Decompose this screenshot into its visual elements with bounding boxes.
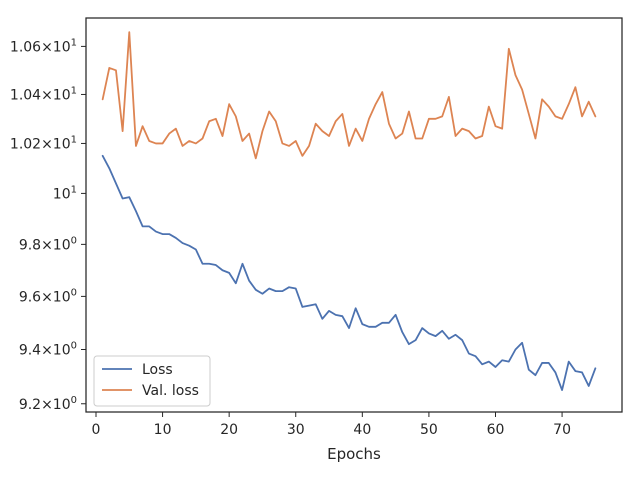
- x-tick-label: 10: [154, 422, 172, 438]
- series-lines: [101, 31, 597, 391]
- plot-frame: [85, 17, 623, 413]
- x-axis-ticks: 0 10 20 30 40 50 60 70: [92, 412, 571, 438]
- x-tick-label: 60: [487, 422, 505, 438]
- series-line-loss: [101, 154, 597, 391]
- y-tick-label: 1.06×101: [10, 37, 77, 55]
- x-tick-label: 70: [553, 422, 571, 438]
- legend-label-val-loss: Val. loss: [142, 383, 199, 399]
- legend: Loss Val. loss: [93, 355, 211, 407]
- series-line-val-loss: [101, 31, 597, 160]
- y-tick-label: 9.4×100: [19, 341, 77, 359]
- x-tick-label: 30: [287, 422, 305, 438]
- y-tick-label: 9.6×100: [19, 287, 77, 305]
- y-tick-label: 1.02×101: [10, 134, 77, 152]
- x-tick-label: 20: [220, 422, 238, 438]
- legend-label-loss: Loss: [142, 362, 173, 378]
- y-tick-label: 101: [53, 184, 77, 202]
- y-tick-label: 1.04×101: [10, 85, 77, 103]
- x-tick-label: 0: [92, 422, 101, 438]
- y-tick-label: 9.8×100: [19, 235, 77, 253]
- x-tick-label: 50: [420, 422, 438, 438]
- y-tick-label: 9.2×100: [19, 395, 77, 413]
- y-axis-ticks: 9.2×100 9.4×100 9.6×100 9.8×100 101 1.02×101 1…: [10, 37, 86, 413]
- x-axis-title: Epochs: [327, 445, 381, 463]
- x-tick-label: 40: [353, 422, 371, 438]
